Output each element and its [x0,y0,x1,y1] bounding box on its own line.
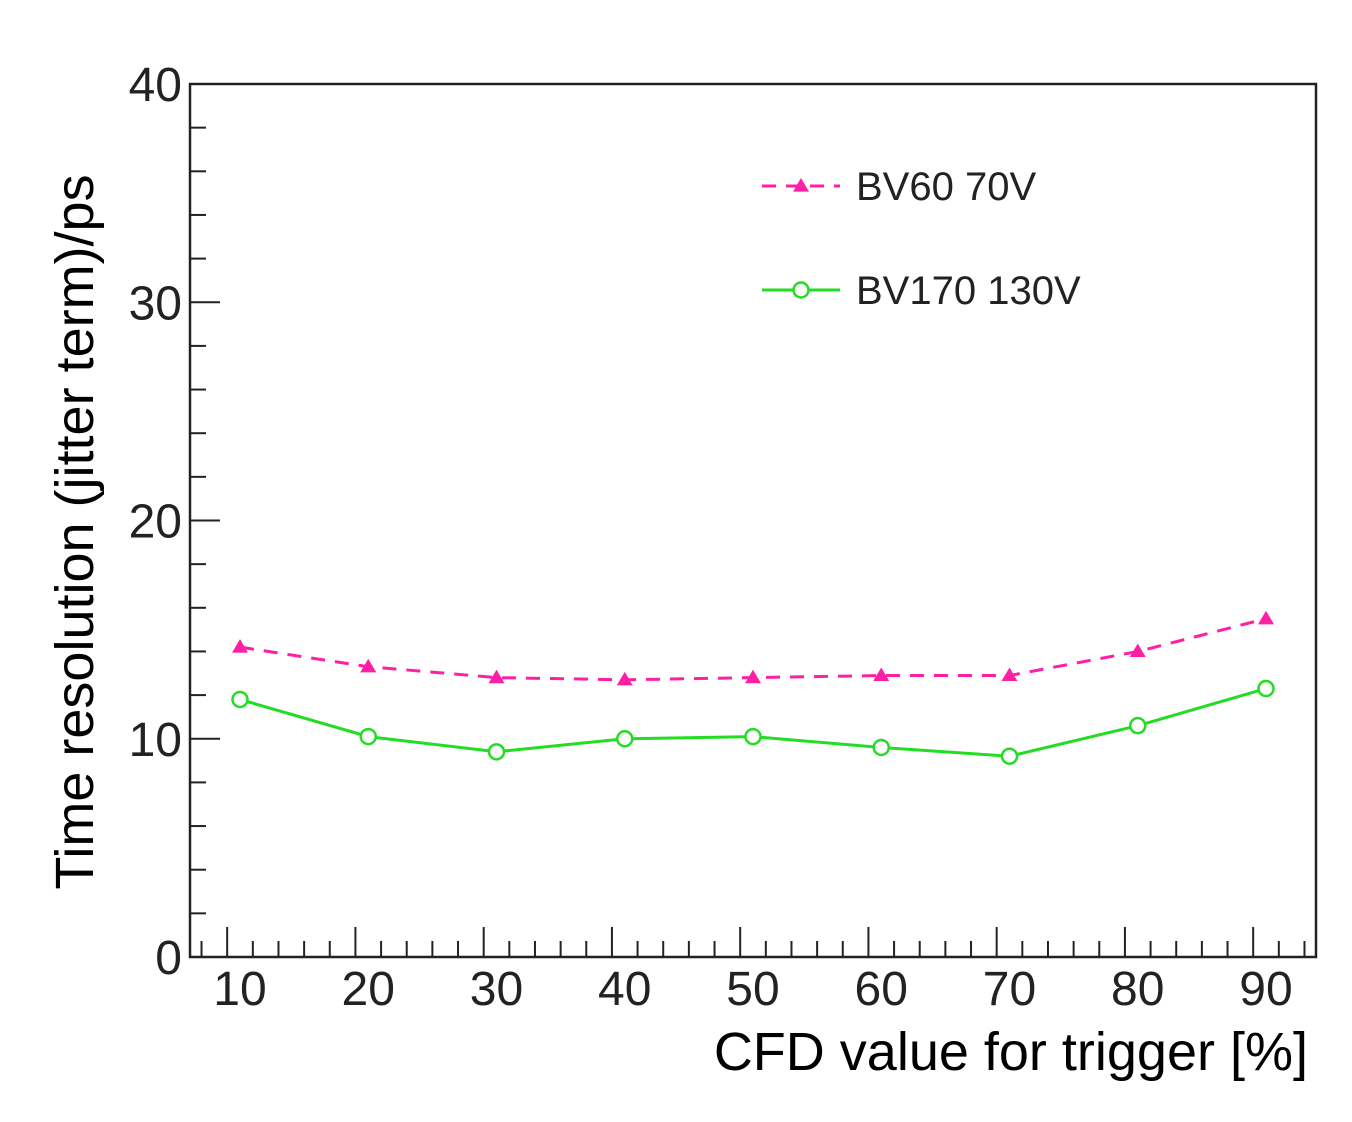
x-tick-label: 80 [1111,963,1164,1016]
x-tick-label: 40 [598,963,651,1016]
legend-label: BV170 130V [856,269,1081,313]
legend-marker-triangle [793,178,809,192]
legend-label: BV60 70V [856,165,1036,209]
plot-frame [188,82,1318,959]
data-point-circle [487,743,506,761]
data-point-circle [872,738,890,757]
data-point-triangle [488,669,505,684]
data-point-circle [1129,716,1147,735]
y-tick-label: 40 [129,59,182,112]
data-point-triangle [232,639,248,653]
data-point-triangle [616,671,633,686]
x-tick-label: 20 [342,963,395,1016]
data-point-circle [616,730,634,748]
x-tick-label: 30 [470,963,523,1016]
data-point-circle [744,727,762,746]
series-line-2 [239,687,1267,758]
data-point-circle [1000,747,1019,765]
y-tick-label: 0 [155,932,182,985]
y-tick-label: 30 [129,277,182,330]
x-tick-label: 10 [213,963,266,1016]
y-axis-title: Time resolution (jitter term)/ps [45,174,105,889]
data-point-triangle [745,669,761,684]
x-tick-label: 50 [726,963,779,1016]
data-point-triangle [1258,610,1274,625]
data-point-triangle [1129,643,1146,658]
data-point-circle [231,690,249,709]
x-tick-label: 90 [1239,963,1292,1016]
x-tick-label: 60 [855,963,908,1016]
data-point-circle [359,727,377,746]
data-point-triangle [1001,667,1018,682]
legend-marker-circle [792,281,810,299]
y-tick-label: 20 [129,496,182,549]
data-point-triangle [360,658,377,673]
data-point-circle [1257,679,1275,698]
x-tick-label: 70 [983,963,1036,1016]
data-point-triangle [873,667,890,682]
x-axis-title: CFD value for trigger [%] [714,1022,1308,1082]
y-tick-label: 10 [129,714,182,767]
